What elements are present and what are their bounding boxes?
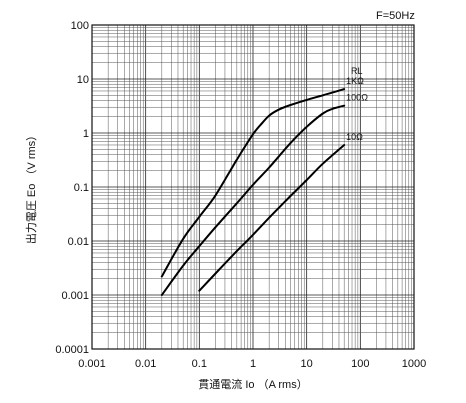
series-labels: 1KΩ 100Ω 10Ω (346, 76, 368, 142)
y-tick-label: 0.1 (74, 182, 89, 194)
x-tick-label: 0.01 (135, 358, 156, 370)
series-layer (160, 88, 346, 296)
legend-title: RL (351, 66, 363, 76)
series-line-2 (160, 104, 346, 296)
y-tick-label: 0.001 (61, 290, 89, 302)
x-tick-label: 100 (351, 358, 369, 370)
grid (91, 25, 414, 350)
x-tick-label: 10 (301, 358, 313, 370)
plot-frame (91, 24, 415, 350)
y-tick-label: 0.0001 (55, 344, 89, 356)
y-tick-label: 1 (83, 128, 89, 140)
y-axis-label: 出力電圧 Eo （V rms） (24, 130, 38, 244)
series-line-3 (198, 144, 346, 292)
x-tick-label: 0.001 (78, 358, 106, 370)
y-tick-label: 0.01 (68, 236, 89, 248)
series-line-1 (160, 88, 346, 278)
x-tick-labels: 0.001 0.01 0.1 1 10 100 1000 (78, 358, 426, 370)
x-axis-label: 貫通電流 Io （A rms） (198, 377, 307, 391)
y-tick-label: 10 (77, 74, 89, 86)
x-tick-label: 0.1 (192, 358, 207, 370)
series-label: 100Ω (346, 93, 368, 103)
y-tick-label: 100 (71, 20, 89, 32)
series-label: 1KΩ (346, 76, 364, 86)
frequency-annotation: F=50Hz (376, 10, 415, 22)
x-tick-label: 1 (250, 358, 256, 370)
x-tick-label: 1000 (402, 358, 426, 370)
series-label: 10Ω (346, 132, 363, 142)
y-tick-labels: 0.0001 0.001 0.01 0.1 1 10 100 (55, 20, 89, 356)
